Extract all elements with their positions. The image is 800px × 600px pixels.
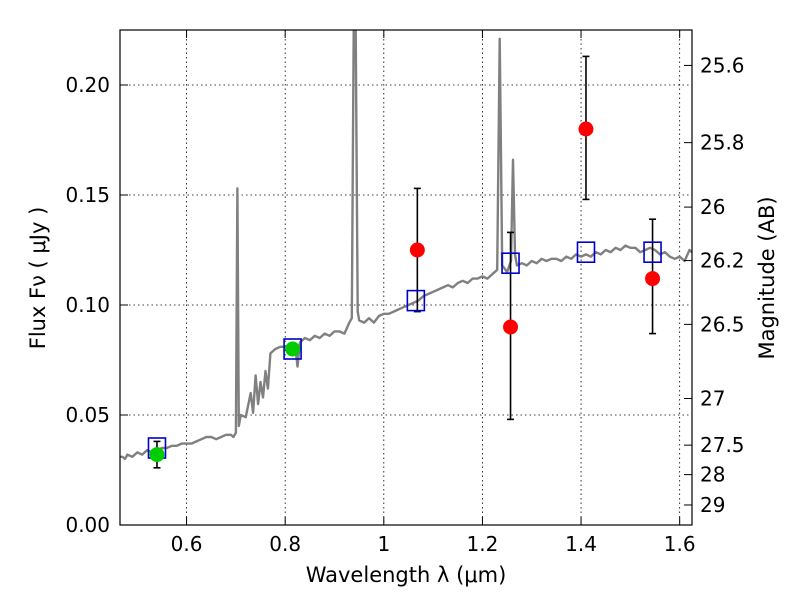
observed-point	[149, 447, 165, 463]
axis-ticks: 0.6 0.8 1 1.2 1.4 1.6 0.00 0.05 0.10 0.15 0.20 25.6…	[65, 30, 745, 556]
y2-tick-label: 29	[700, 493, 725, 517]
observed-point	[503, 319, 519, 335]
y2-tick-label: 25.6	[700, 53, 745, 77]
x-axis-label: Wavelength λ (μm)	[306, 563, 507, 587]
markers	[147, 121, 662, 463]
plot-area	[120, 30, 692, 461]
y2-tick-label: 26.2	[700, 249, 745, 273]
x-tick-label: 0.6	[171, 532, 203, 556]
model-photometry-square	[576, 241, 596, 263]
y-tick-label: 0.15	[65, 183, 110, 207]
observed-point	[409, 242, 425, 258]
y-tick-label: 0.05	[65, 403, 110, 427]
y-tick-label: 0.10	[65, 293, 110, 317]
spectrum-line	[120, 30, 692, 461]
x-tick-label: 1.4	[565, 532, 597, 556]
y2-tick-label: 27.5	[700, 433, 745, 457]
y2-tick-label: 26	[700, 195, 725, 219]
x-tick-label: 0.8	[269, 532, 301, 556]
model-photometry-square	[406, 289, 426, 312]
model-photometry-square	[501, 252, 520, 274]
y2-tick-label: 28	[700, 463, 725, 487]
y-axis-label: Flux Fν ( μJy )	[26, 207, 50, 350]
x-tick-label: 1	[377, 532, 390, 556]
model-photometry-square	[283, 338, 302, 360]
observed-point	[285, 341, 301, 357]
y-tick-label: 0.20	[65, 73, 110, 97]
x-tick-label: 1.6	[664, 532, 696, 556]
y2-axis-label: Magnitude (AB)	[755, 196, 779, 359]
observed-point	[645, 271, 661, 287]
observed-point	[578, 121, 594, 137]
y2-tick-label: 27	[700, 387, 725, 411]
model-photometry-square	[643, 241, 662, 263]
y2-tick-label: 25.8	[700, 131, 745, 155]
y2-tick-label: 26.5	[700, 312, 745, 336]
plot-frame	[119, 29, 693, 526]
x-tick-label: 1.2	[467, 532, 499, 556]
y-tick-label: 0.00	[65, 513, 110, 537]
